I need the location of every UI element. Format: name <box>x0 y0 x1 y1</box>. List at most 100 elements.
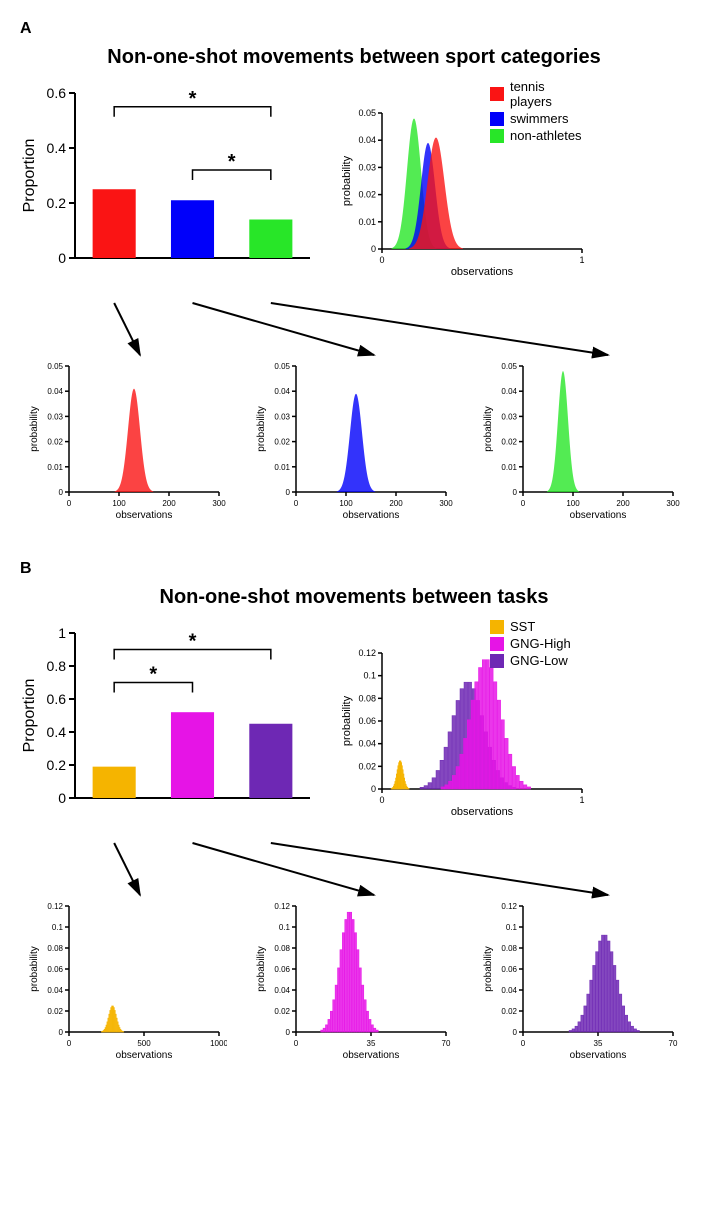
svg-text:0.02: 0.02 <box>48 1007 64 1016</box>
legend-label: swimmers <box>510 111 569 126</box>
legend-item: GNG-Low <box>490 653 571 668</box>
svg-text:0: 0 <box>371 244 376 254</box>
svg-text:0.04: 0.04 <box>358 739 376 749</box>
bottom-row: 0 0.01 0.02 0.03 0.04 0.05 0 100 200 300 observati… <box>20 360 688 520</box>
svg-text:0.12: 0.12 <box>48 902 64 911</box>
arrow-connectors <box>20 838 688 900</box>
svg-text:0.4: 0.4 <box>47 140 67 156</box>
svg-text:0.03: 0.03 <box>501 412 517 421</box>
svg-text:0.02: 0.02 <box>48 438 64 447</box>
svg-text:0.01: 0.01 <box>48 463 64 472</box>
legend-item: tennis players <box>490 79 590 109</box>
bar-gnglow <box>249 724 292 798</box>
arrow-connectors <box>20 298 688 360</box>
svg-text:observations: observations <box>451 266 514 277</box>
svg-text:0: 0 <box>294 1039 299 1048</box>
panel-title: Non-one-shot movements between sport cat… <box>20 46 688 69</box>
svg-text:1000: 1000 <box>210 1039 227 1048</box>
svg-text:0.1: 0.1 <box>363 671 376 681</box>
svg-text:0.06: 0.06 <box>501 965 517 974</box>
dist-gnglow: 00.020.040.060.080.10.1203570observation… <box>481 900 681 1060</box>
svg-text:observations: observations <box>569 1050 626 1060</box>
svg-text:0.8: 0.8 <box>47 658 67 674</box>
svg-text:0.1: 0.1 <box>52 923 64 932</box>
svg-text:0: 0 <box>67 499 72 508</box>
svg-text:0.12: 0.12 <box>274 902 290 911</box>
svg-text:0.04: 0.04 <box>358 135 376 145</box>
svg-text:0.04: 0.04 <box>501 986 517 995</box>
svg-text:0.6: 0.6 <box>47 691 67 707</box>
svg-text:0.08: 0.08 <box>274 944 290 953</box>
svg-text:observations: observations <box>451 806 514 817</box>
svg-text:0.05: 0.05 <box>48 362 64 371</box>
svg-text:0.1: 0.1 <box>506 923 518 932</box>
svg-text:0.02: 0.02 <box>274 1007 290 1016</box>
svg-text:0.02: 0.02 <box>501 1007 517 1016</box>
svg-text:0: 0 <box>379 795 384 805</box>
svg-text:probability: probability <box>29 946 40 992</box>
svg-text:probability: probability <box>29 406 40 452</box>
bar-chart: 00.20.40.6Proportion** <box>20 83 320 283</box>
svg-text:0.06: 0.06 <box>274 965 290 974</box>
svg-text:probability: probability <box>256 946 267 992</box>
bar-gnghigh <box>171 712 214 798</box>
panel-title: Non-one-shot movements between tasks <box>20 586 688 609</box>
svg-text:0.1: 0.1 <box>279 923 291 932</box>
svg-text:observations: observations <box>116 1050 173 1060</box>
svg-text:0.03: 0.03 <box>358 162 376 172</box>
svg-text:0.08: 0.08 <box>358 693 376 703</box>
legend-item: GNG-High <box>490 636 571 651</box>
svg-text:Proportion: Proportion <box>21 679 38 753</box>
svg-text:0: 0 <box>379 255 384 265</box>
svg-text:70: 70 <box>668 1039 677 1048</box>
svg-text:probability: probability <box>341 695 353 746</box>
overlay-container: tennis playersswimmersnon-athletes00.010… <box>340 83 590 288</box>
dist-nonathletes: 00.010.020.030.040.050100200300observati… <box>481 360 681 520</box>
svg-text:0.05: 0.05 <box>274 362 290 371</box>
bar-chart: 00.20.40.60.81Proportion** <box>20 623 320 823</box>
barchart-container: 00.20.40.60.81Proportion** <box>20 623 320 828</box>
svg-text:probability: probability <box>256 406 267 452</box>
svg-text:0.4: 0.4 <box>47 724 67 740</box>
legend-swatch <box>490 112 504 126</box>
legend-label: tennis players <box>510 79 590 109</box>
legend-swatch <box>490 87 504 101</box>
legend-item: SST <box>490 619 571 634</box>
svg-text:100: 100 <box>339 499 353 508</box>
svg-text:100: 100 <box>566 499 580 508</box>
svg-text:0: 0 <box>286 488 291 497</box>
top-row: 00.20.40.6Proportion**tennis playersswim… <box>20 83 688 288</box>
svg-text:70: 70 <box>442 1039 451 1048</box>
svg-text:200: 200 <box>616 499 630 508</box>
svg-text:0.01: 0.01 <box>358 217 376 227</box>
svg-text:35: 35 <box>367 1039 376 1048</box>
svg-text:1: 1 <box>58 625 66 641</box>
svg-text:500: 500 <box>138 1039 152 1048</box>
svg-text:*: * <box>228 151 236 173</box>
legend-label: GNG-High <box>510 636 571 651</box>
legend-label: GNG-Low <box>510 653 568 668</box>
svg-text:0.05: 0.05 <box>358 108 376 118</box>
svg-text:300: 300 <box>666 499 680 508</box>
svg-text:0.6: 0.6 <box>47 85 67 101</box>
svg-text:35: 35 <box>593 1039 602 1048</box>
svg-text:0.01: 0.01 <box>501 463 517 472</box>
bar-swimmers <box>171 200 214 258</box>
svg-text:0.08: 0.08 <box>501 944 517 953</box>
svg-text:probability: probability <box>341 155 353 206</box>
overlay-container: SSTGNG-HighGNG-Low00.020.040.060.080.10.… <box>340 623 590 828</box>
dist-swimmers: 00.010.020.030.040.050100200300observati… <box>254 360 454 520</box>
svg-text:0.06: 0.06 <box>48 965 64 974</box>
svg-text:0: 0 <box>520 499 525 508</box>
svg-text:0.03: 0.03 <box>274 412 290 421</box>
svg-text:0.04: 0.04 <box>501 387 517 396</box>
svg-text:1: 1 <box>579 255 584 265</box>
dist-sst: 00.020.040.060.080.10.1205001000observat… <box>27 900 227 1060</box>
barchart-container: 00.20.40.6Proportion** <box>20 83 320 288</box>
svg-text:0: 0 <box>512 1028 517 1037</box>
legend: tennis playersswimmersnon-athletes <box>490 79 590 145</box>
panel-label: A <box>20 20 688 38</box>
svg-text:0.2: 0.2 <box>47 195 67 211</box>
svg-text:observations: observations <box>116 510 173 520</box>
overlay-distribution: 00.020.040.060.080.10.1201observationspr… <box>340 647 590 817</box>
